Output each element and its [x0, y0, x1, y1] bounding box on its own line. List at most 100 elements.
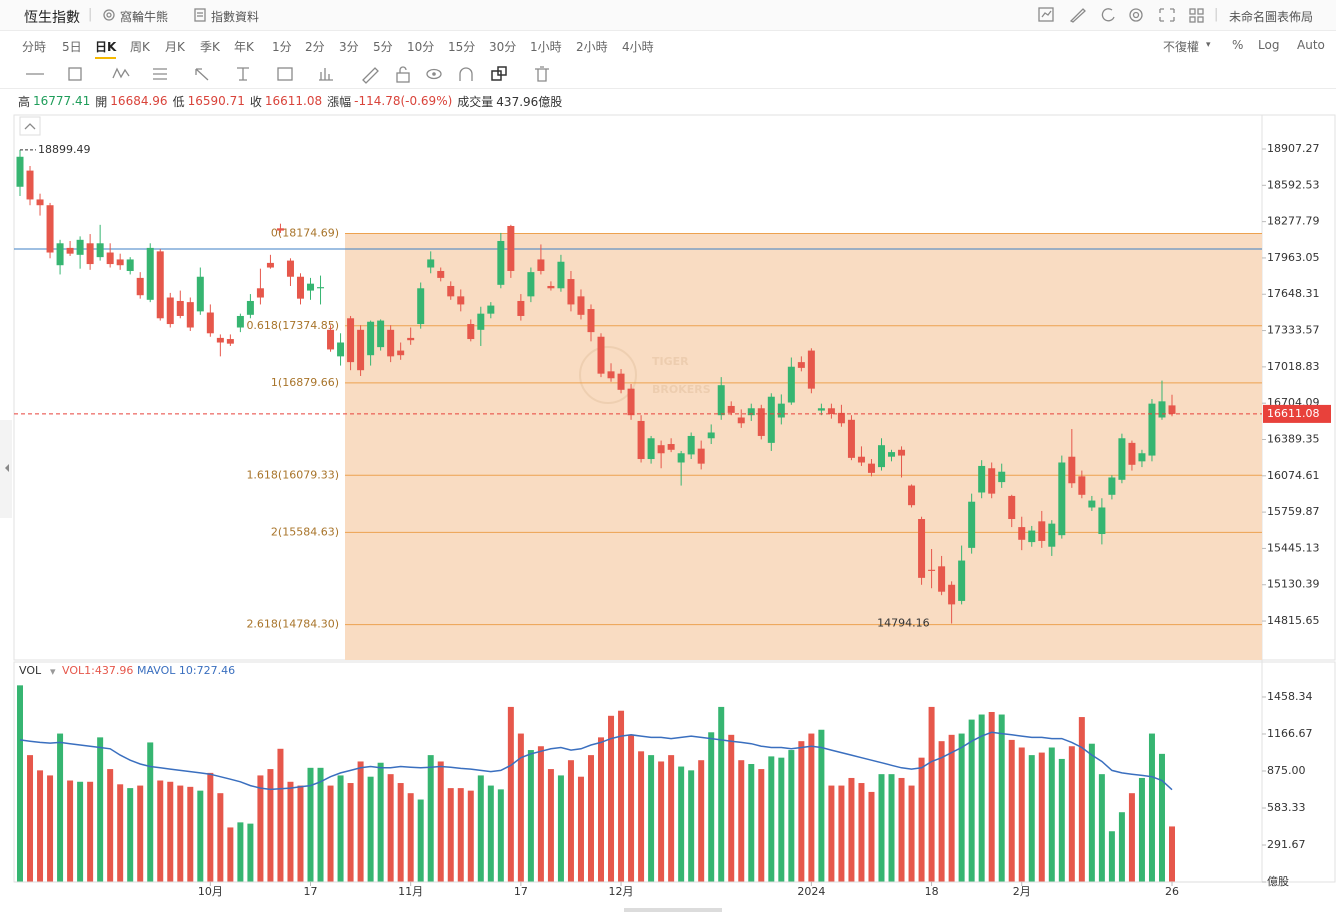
volume-bar — [357, 761, 364, 882]
candle-body — [877, 445, 885, 468]
volume-bar — [297, 785, 304, 882]
icon[interactable] — [319, 68, 333, 81]
timeframe-tab[interactable]: 月K — [165, 40, 185, 54]
candle-body — [407, 337, 415, 341]
volume-bar — [537, 746, 544, 882]
y-tick-label: 18592.53 — [1267, 178, 1320, 191]
timeframe-tab[interactable]: 15分 — [448, 40, 476, 54]
candle-body — [1048, 523, 1056, 547]
y-tick-label: 14815.65 — [1267, 614, 1320, 627]
candle-body — [186, 302, 194, 328]
candle-body — [337, 342, 345, 357]
candle-body — [837, 412, 845, 424]
timeframe-tab[interactable]: 季K — [200, 40, 220, 54]
timeframe-tab[interactable]: 10分 — [407, 40, 435, 54]
volume-bar — [407, 793, 414, 882]
candle-body — [737, 417, 745, 424]
x-tick-label: 12月 — [609, 885, 634, 898]
volume-bar — [638, 751, 645, 882]
volume-bar — [838, 785, 845, 882]
icon[interactable] — [237, 67, 249, 81]
icon[interactable] — [112, 67, 130, 79]
timeframe-tab[interactable]: 5日 — [62, 40, 82, 54]
icon[interactable] — [153, 68, 167, 80]
candle-body — [647, 438, 655, 460]
volume-bar — [1008, 739, 1015, 882]
timeframe-tab[interactable]: 1分 — [272, 40, 292, 54]
icon[interactable] — [1129, 8, 1143, 22]
volume-bar — [908, 785, 915, 882]
icon[interactable] — [426, 68, 442, 80]
timeframe-tab[interactable]: 日K — [95, 38, 117, 59]
candle-body — [136, 277, 144, 296]
candle-body — [667, 444, 675, 450]
y-tick-label: 18277.79 — [1267, 215, 1320, 228]
candle-body — [1068, 456, 1076, 484]
info-value: 437.96億股 — [496, 94, 563, 109]
volume-bar — [628, 734, 635, 882]
candle-body — [908, 485, 916, 506]
info-label: 開 — [95, 94, 108, 109]
candle-body — [1088, 500, 1096, 508]
volume-bar — [337, 775, 344, 882]
timeframe-tab[interactable]: 年K — [234, 40, 254, 54]
timeframe-tab[interactable]: 周K — [130, 40, 150, 54]
icon[interactable] — [459, 67, 473, 81]
timeframe-tab[interactable]: 分時 — [22, 40, 47, 54]
candle-body — [437, 270, 445, 278]
scrollbar[interactable] — [624, 908, 722, 912]
icon[interactable] — [1159, 8, 1175, 22]
divider: | — [88, 7, 93, 22]
timeframe-tab[interactable]: 2分 — [305, 40, 325, 54]
timeframe-tab[interactable]: 1小時 — [530, 40, 562, 54]
chart-option[interactable]: % — [1232, 38, 1244, 52]
candle-body — [1058, 462, 1066, 536]
info-label: 成交量 — [457, 94, 494, 109]
volume-bar — [27, 755, 34, 882]
icon[interactable] — [396, 72, 410, 83]
volume-bar — [938, 741, 945, 882]
collapse-button[interactable] — [19, 116, 41, 136]
candle-body — [867, 463, 875, 473]
icon[interactable] — [362, 67, 379, 84]
index-info-link[interactable]: 指數資料 — [211, 10, 260, 24]
layout-name[interactable]: 未命名圖表佈局 — [1229, 10, 1314, 24]
timeframe-tab[interactable]: 3分 — [339, 40, 359, 54]
timeframe-tab[interactable]: 4小時 — [622, 40, 654, 54]
chart-option[interactable]: Auto — [1297, 38, 1325, 52]
watermark: TIGER — [652, 355, 689, 368]
volume-caret: ▾ — [50, 665, 56, 678]
candle-body — [677, 453, 685, 463]
timeframe-tab[interactable]: 30分 — [489, 40, 517, 54]
x-tick-label: 11月 — [398, 885, 423, 898]
icon[interactable] — [535, 66, 549, 82]
chart-option[interactable]: Log — [1258, 38, 1280, 52]
icon[interactable] — [1069, 8, 1086, 23]
candle-body — [827, 408, 835, 415]
candle-body — [1158, 401, 1166, 418]
volume-bar — [768, 756, 775, 882]
candle-body — [697, 448, 705, 464]
icon[interactable] — [1038, 7, 1054, 22]
icon[interactable] — [1189, 8, 1196, 15]
candle-body — [66, 247, 74, 254]
tool-icons — [26, 66, 549, 84]
timeframe-tab[interactable]: 5分 — [373, 40, 393, 54]
candle-body — [467, 324, 475, 340]
icon[interactable] — [68, 67, 82, 81]
volume-bar — [738, 760, 745, 882]
volume-bar — [928, 706, 935, 882]
icon[interactable] — [277, 67, 293, 81]
y-tick-label: 15130.39 — [1267, 578, 1320, 591]
candle-body — [637, 420, 645, 460]
warrant-link[interactable]: 窩輪牛熊 — [120, 10, 169, 24]
chart-option[interactable]: 不復權 — [1163, 40, 1200, 54]
icon[interactable] — [1101, 8, 1115, 22]
volume-bar — [87, 781, 94, 882]
volume-bar — [17, 685, 23, 882]
volume-bar — [968, 719, 975, 882]
candle-body — [587, 309, 595, 333]
timeframe-tab[interactable]: 2小時 — [576, 40, 608, 54]
volume-bar — [57, 733, 64, 882]
icon[interactable] — [195, 68, 209, 81]
